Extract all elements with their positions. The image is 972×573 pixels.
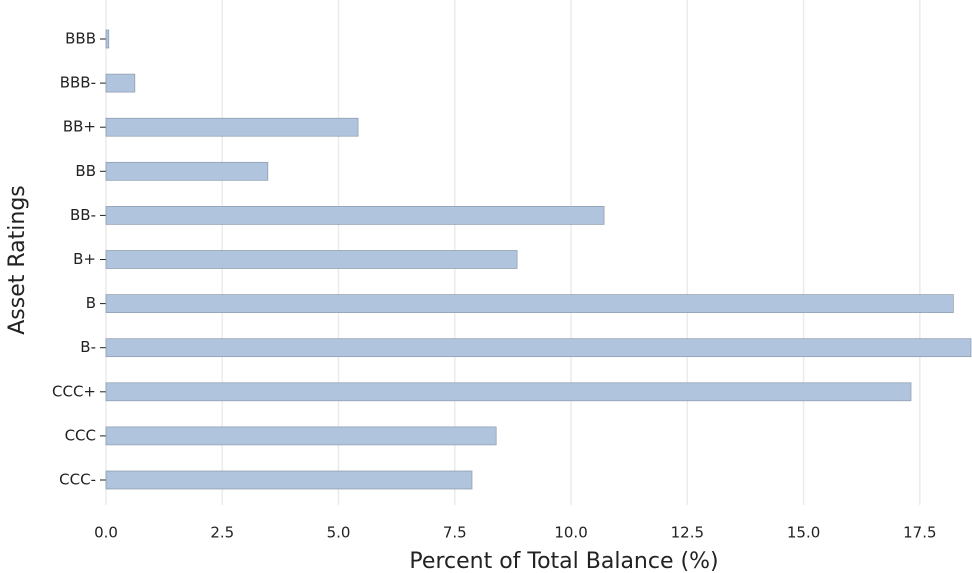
y-tick-label: B: [86, 294, 96, 312]
y-tick-label: BB+: [63, 118, 96, 136]
x-tick-label: 0.0: [94, 524, 118, 542]
bar: [105, 206, 605, 225]
x-tick-label: 7.5: [443, 524, 467, 542]
y-axis-label: Asset Ratings: [5, 185, 30, 335]
y-tick-label: B+: [73, 250, 96, 268]
y-tick-label: CCC-: [59, 471, 96, 489]
bar: [105, 250, 518, 269]
x-tick-label: 5.0: [327, 524, 351, 542]
bar: [105, 117, 359, 137]
x-tick-label: 17.5: [903, 524, 936, 542]
bar: [105, 29, 110, 49]
bar: [105, 470, 473, 490]
y-tick-label: CCC: [65, 426, 96, 444]
bar: [105, 161, 269, 181]
y-tick-label: B-: [80, 338, 96, 356]
x-tick-label: 15.0: [787, 524, 820, 542]
bar: [105, 382, 912, 402]
y-tick-label: BBB-: [60, 74, 96, 92]
bar: [105, 294, 954, 313]
x-axis-label: Percent of Total Balance (%): [409, 549, 718, 573]
bar: [105, 338, 972, 358]
bar: [105, 73, 136, 93]
y-tick-label: CCC+: [52, 382, 96, 400]
y-tick-label: BB-: [70, 206, 96, 224]
bar: [105, 426, 497, 446]
x-tick-label: 10.0: [554, 524, 587, 542]
y-tick-label: BB: [75, 162, 96, 180]
x-tick-label: 12.5: [671, 524, 704, 542]
x-tick-label: 2.5: [210, 524, 234, 542]
y-tick-label: BBB: [65, 30, 96, 48]
